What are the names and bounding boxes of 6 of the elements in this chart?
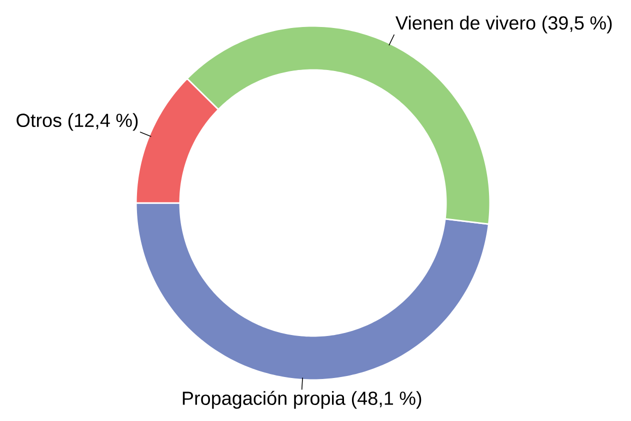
data-label: (39,5 %) [542, 16, 612, 34]
slice-label: Vienen de vivero [395, 16, 536, 30]
slice-label: Propagación propia [182, 390, 346, 409]
data-label: (48,1 %) [352, 391, 422, 409]
slice-label: Otros [16, 114, 62, 128]
data-label: (12,4 %) [68, 113, 138, 131]
